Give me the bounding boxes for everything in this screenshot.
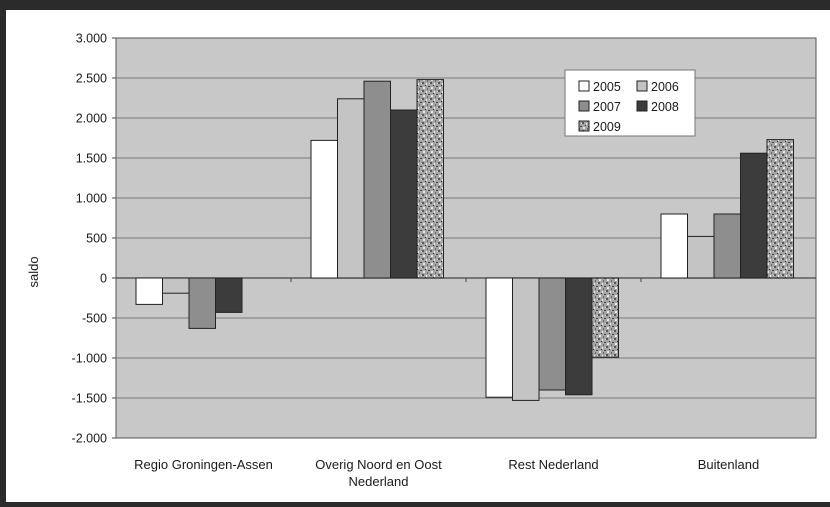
y-tick-label: 1.000 (76, 192, 107, 206)
bar-2007-4 (713, 213, 741, 279)
x-category-label: Overig Noord en Oost (315, 457, 442, 472)
bar-2006-4 (687, 235, 715, 279)
bar-2006-1 (162, 277, 190, 294)
y-axis-ticks: 3.000 2.500 2.000 1.500 1.000 500 0 -500 -1.000 -… (72, 32, 642, 446)
bar-2006-2 (337, 98, 365, 279)
legend-label-2005: 2005 (593, 80, 621, 94)
chart-panel: 3.000 2.500 2.000 1.500 1.000 500 0 -500 -1.000 -… (6, 10, 830, 502)
y-tick-label: -1.500 (72, 392, 107, 406)
x-axis-labels: Regio Groningen-Assen Overig Noord en Oos… (134, 457, 759, 489)
x-category-label: Buitenland (698, 457, 759, 472)
y-tick-label: 2.500 (76, 72, 107, 86)
y-tick-label: -2.000 (72, 432, 107, 446)
legend-label-2009: 2009 (593, 120, 621, 134)
bar-2008-4 (740, 152, 768, 279)
bar-2005-4 (660, 213, 688, 279)
legend-label-2007: 2007 (593, 100, 621, 114)
bar-group (135, 79, 794, 401)
legend-swatch-2007 (578, 100, 590, 112)
bar-2009-4 (766, 139, 794, 279)
bar-2007-3 (538, 277, 566, 391)
y-tick-label: -1.000 (72, 352, 107, 366)
legend-swatch-2008 (636, 100, 648, 112)
y-axis-label: saldo (26, 256, 41, 287)
x-category-label: Rest Nederland (508, 457, 598, 472)
bar-2008-2 (390, 109, 418, 279)
bar-chart: 3.000 2.500 2.000 1.500 1.000 500 0 -500 -1.000 -… (26, 32, 817, 489)
bar-2007-1 (188, 277, 216, 329)
legend-swatch-2009 (578, 120, 590, 132)
y-tick-label: 0 (100, 272, 107, 286)
y-tick-label: -500 (82, 312, 107, 326)
bar-2005-3 (485, 277, 513, 398)
bar-2008-1 (215, 277, 243, 313)
bar-2006-3 (512, 277, 540, 401)
legend-label-2006: 2006 (651, 80, 679, 94)
x-category-label: Nederland (349, 474, 409, 489)
y-tick-label: 3.000 (76, 32, 107, 46)
bar-2009-2 (416, 79, 444, 279)
bar-2007-2 (363, 80, 391, 279)
y-tick-label: 1.500 (76, 152, 107, 166)
bar-2005-2 (310, 139, 338, 279)
x-category-label: Regio Groningen-Assen (134, 457, 273, 472)
chart-legend: 2005 2006 2007 2008 2009 (564, 69, 696, 137)
legend-label-2008: 2008 (651, 100, 679, 114)
y-tick-label: 2.000 (76, 112, 107, 126)
bar-2008-3 (565, 277, 593, 396)
bar-2009-3 (591, 277, 619, 358)
legend-swatch-2006 (636, 80, 648, 92)
bar-2005-1 (135, 277, 163, 305)
legend-swatch-2005 (578, 80, 590, 92)
y-tick-label: 500 (86, 232, 107, 246)
